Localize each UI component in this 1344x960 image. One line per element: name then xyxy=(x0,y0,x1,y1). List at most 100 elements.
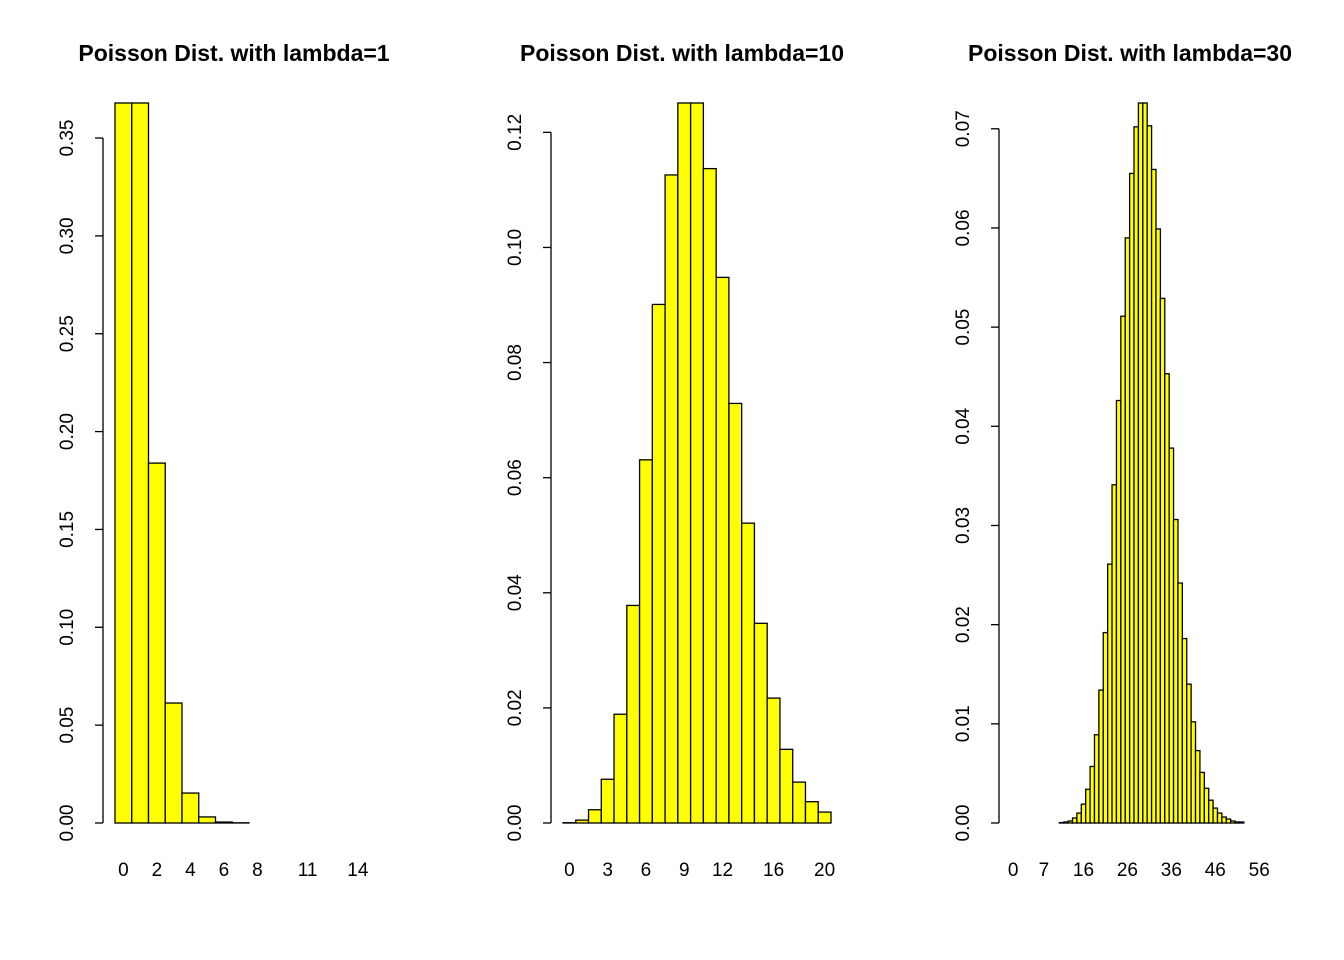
bar xyxy=(1238,821,1245,824)
bar xyxy=(1225,818,1232,824)
y-tick-label: 0.15 xyxy=(57,511,78,548)
x-tick-label: 56 xyxy=(1249,860,1270,881)
y-tick-label: 0.00 xyxy=(57,805,78,842)
bar xyxy=(1177,582,1183,824)
bar xyxy=(1111,484,1118,824)
bar xyxy=(817,811,832,824)
bar xyxy=(1221,816,1227,824)
bar xyxy=(1194,749,1201,824)
y-tick-label: 0.02 xyxy=(953,606,974,643)
y-tick-label: 0.10 xyxy=(57,609,78,646)
bar xyxy=(164,702,183,824)
bar xyxy=(1102,631,1109,824)
bar xyxy=(741,522,756,824)
bar xyxy=(198,816,217,824)
bar xyxy=(1093,734,1100,824)
bar xyxy=(1181,637,1188,824)
x-tick-label: 36 xyxy=(1161,860,1182,881)
bar xyxy=(1164,373,1170,824)
x-tick-label: 46 xyxy=(1205,860,1226,881)
bar xyxy=(1128,172,1135,824)
y-tick-label: 0.20 xyxy=(57,413,78,450)
bar xyxy=(1115,399,1122,824)
bar xyxy=(613,713,628,824)
bar xyxy=(1203,787,1210,824)
bar xyxy=(1150,168,1157,824)
y-tick-label: 0.06 xyxy=(505,459,526,496)
x-tick-label: 16 xyxy=(1073,860,1094,881)
y-tick-label: 0.07 xyxy=(953,110,974,147)
bar xyxy=(1085,788,1091,824)
bar xyxy=(702,167,717,824)
bar xyxy=(1168,447,1175,824)
bar xyxy=(1089,765,1096,824)
bar xyxy=(1080,803,1087,824)
x-tick-label: 9 xyxy=(679,860,690,881)
bar xyxy=(1172,518,1179,824)
y-tick-label: 0.25 xyxy=(57,315,78,352)
y-tick-label: 0.02 xyxy=(505,689,526,726)
bar xyxy=(638,459,653,824)
bar xyxy=(689,102,705,824)
bar xyxy=(766,697,781,824)
bar xyxy=(1159,297,1166,824)
x-tick-label: 3 xyxy=(602,860,613,881)
bar xyxy=(1071,817,1078,824)
bar xyxy=(792,781,807,824)
bar xyxy=(1107,563,1113,824)
bar xyxy=(1208,799,1214,824)
bar xyxy=(1120,315,1126,824)
bar xyxy=(1199,771,1205,824)
chart-title: Poisson Dist. with lambda=1 xyxy=(78,40,389,66)
y-tick-label: 0.06 xyxy=(953,209,974,246)
bar xyxy=(214,821,233,824)
bar xyxy=(1190,721,1197,824)
bar xyxy=(147,462,166,824)
bar xyxy=(1076,812,1082,824)
bar xyxy=(1230,820,1236,824)
x-tick-label: 8 xyxy=(252,860,263,881)
bar xyxy=(1216,812,1223,824)
chart-title: Poisson Dist. with lambda=10 xyxy=(520,40,844,66)
x-tick-label: 7 xyxy=(1039,860,1050,881)
bar xyxy=(575,819,590,824)
y-tick-label: 0.12 xyxy=(505,114,526,151)
y-tick-label: 0.00 xyxy=(953,805,974,842)
bar xyxy=(753,622,768,824)
bar xyxy=(1133,126,1140,824)
y-tick-label: 0.04 xyxy=(953,407,974,444)
x-tick-label: 20 xyxy=(814,860,835,881)
x-tick-label: 2 xyxy=(152,860,163,881)
x-tick-label: 0 xyxy=(118,860,129,881)
bar xyxy=(1137,102,1144,824)
y-tick-label: 0.00 xyxy=(505,805,526,842)
bar xyxy=(779,748,794,824)
y-tick-label: 0.01 xyxy=(953,705,974,742)
bar xyxy=(1067,820,1074,824)
x-tick-label: 26 xyxy=(1117,860,1138,881)
x-tick-label: 12 xyxy=(712,860,733,881)
y-tick-label: 0.05 xyxy=(953,309,974,346)
y-tick-label: 0.05 xyxy=(57,707,78,744)
bar xyxy=(651,303,666,824)
bar xyxy=(804,801,819,824)
bar xyxy=(181,792,200,824)
bar xyxy=(1186,683,1192,824)
bar xyxy=(1063,821,1069,824)
bar xyxy=(664,174,679,824)
bar xyxy=(114,102,133,824)
y-tick-label: 0.30 xyxy=(57,217,78,254)
bar xyxy=(1155,228,1162,824)
x-tick-label: 4 xyxy=(185,860,196,881)
x-tick-label: 6 xyxy=(219,860,230,881)
y-tick-label: 0.10 xyxy=(505,229,526,266)
y-tick-label: 0.35 xyxy=(57,120,78,157)
bar xyxy=(1098,689,1104,824)
y-tick-label: 0.08 xyxy=(505,344,526,381)
bar xyxy=(677,102,692,824)
x-tick-label: 6 xyxy=(641,860,652,881)
bar xyxy=(600,778,615,824)
x-tick-label: 11 xyxy=(298,860,318,881)
bar xyxy=(715,276,730,824)
